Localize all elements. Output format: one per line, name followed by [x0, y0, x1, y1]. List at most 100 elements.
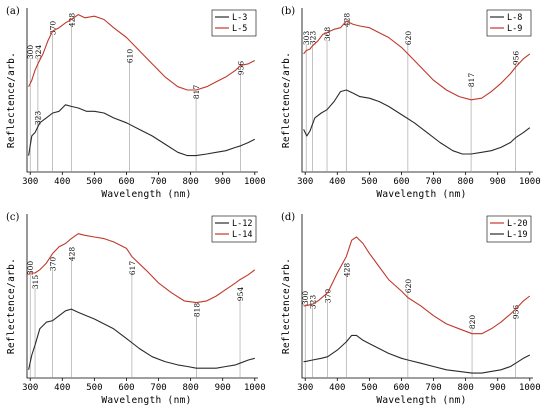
x-tick-label: 1000	[244, 177, 266, 187]
x-tick-label: 800	[182, 383, 198, 393]
x-tick-label: 500	[361, 383, 377, 393]
x-tick-label: 700	[425, 383, 441, 393]
x-tick-label: 800	[182, 177, 198, 187]
annotation-label: 620	[404, 279, 413, 294]
annotation-label: 324	[34, 45, 43, 60]
axes-frame	[26, 8, 258, 173]
x-tick-label: 600	[118, 383, 134, 393]
annotation-label: 323	[309, 31, 318, 46]
x-tick-label: 500	[86, 177, 102, 187]
legend-label: L-8	[507, 13, 522, 23]
annotation-label: 956	[512, 305, 521, 320]
annotation-label: 370	[324, 289, 333, 304]
annotation-label: 315	[31, 275, 40, 290]
x-tick-label: 400	[54, 177, 70, 187]
x-axis-label: Wavelength (nm)	[376, 395, 466, 406]
annotation-label: 610	[126, 49, 135, 64]
series-line	[28, 14, 256, 91]
chart-panel-a: (a) 300 324 370 428 610 817 956 323 300 400 500 600 7…	[0, 0, 275, 205]
legend-label: L-19	[507, 230, 527, 240]
annotation-label: 954	[236, 287, 245, 302]
x-axis-label: Wavelength (nm)	[101, 189, 191, 200]
y-axis-label: Reflectence/arb.	[6, 52, 17, 148]
annotation-label: 428	[67, 247, 76, 262]
series-line	[303, 236, 531, 335]
x-tick-label: 600	[393, 383, 409, 393]
chart-panel-c: (c) 315 300 370 428 617 818 954 300 400 500 600 700 8…	[0, 206, 275, 411]
x-tick-label: 700	[150, 177, 166, 187]
annotation-label: 300	[26, 45, 35, 60]
x-tick-label: 400	[54, 383, 70, 393]
annotation-label: 428	[342, 13, 351, 28]
annotation-label: 303	[302, 31, 311, 46]
series-line	[28, 233, 256, 304]
series-line	[28, 104, 256, 157]
axes-frame	[301, 214, 533, 379]
x-tick-label: 300	[297, 383, 313, 393]
annotation-label: 323	[34, 111, 43, 126]
axes-frame	[301, 8, 533, 173]
annotation-label: 617	[128, 261, 137, 276]
panel-label: (d)	[281, 212, 295, 223]
series-line	[28, 308, 255, 370]
x-tick-label: 600	[393, 177, 409, 187]
annotation-label: 323	[309, 295, 318, 310]
y-axis-label: Reflectence/arb.	[281, 52, 292, 148]
x-tick-label: 500	[86, 383, 102, 393]
y-axis-label: Reflectence/arb.	[281, 258, 292, 354]
x-tick-label: 800	[457, 177, 473, 187]
x-tick-label: 400	[329, 177, 345, 187]
legend-label: L-9	[507, 24, 522, 34]
x-tick-label: 800	[457, 383, 473, 393]
x-tick-label: 700	[425, 177, 441, 187]
legend-label: L-12	[232, 219, 252, 229]
annotation-label: 817	[467, 73, 476, 88]
axes-frame	[26, 214, 258, 379]
chart-panel-d: (d) 300 323 370 428 620 820 956 300 400 500 600 700 8…	[275, 206, 550, 411]
annotation-label: 428	[342, 263, 351, 278]
y-axis-label: Reflectence/arb.	[6, 258, 17, 354]
x-axis-label: Wavelength (nm)	[376, 189, 466, 200]
series-line	[303, 20, 531, 101]
annotation-label: 300	[26, 261, 35, 276]
panel-label: (c)	[6, 212, 20, 223]
series-line	[303, 334, 531, 374]
x-tick-label: 1000	[244, 383, 266, 393]
x-tick-label: 600	[118, 177, 134, 187]
legend-label: L-3	[232, 13, 247, 23]
annotation-label: 817	[192, 85, 201, 100]
x-tick-label: 900	[490, 383, 506, 393]
x-tick-label: 500	[361, 177, 377, 187]
x-tick-label: 1000	[519, 177, 541, 187]
legend-box	[486, 9, 532, 37]
x-tick-label: 300	[22, 383, 38, 393]
panel-label: (b)	[281, 6, 295, 17]
x-tick-label: 900	[215, 177, 231, 187]
annotation-label: 818	[192, 303, 201, 318]
series-line	[303, 89, 531, 155]
annotation-label: 370	[49, 21, 58, 36]
x-tick-label: 300	[22, 177, 38, 187]
chart-panel-b: (b) 303 323 368 428 620 817 956 300 400 500 600 700 8…	[275, 0, 550, 205]
x-tick-label: 300	[297, 177, 313, 187]
annotation-label: 428	[67, 13, 76, 28]
annotation-label: 370	[49, 257, 58, 272]
legend-box	[486, 215, 532, 243]
panel-label: (a)	[6, 6, 20, 17]
legend-box	[211, 215, 257, 243]
x-tick-label: 900	[490, 177, 506, 187]
annotation-label: 820	[468, 315, 477, 330]
legend-label: L-5	[232, 24, 247, 34]
x-axis-label: Wavelength (nm)	[101, 395, 191, 406]
annotation-label: 956	[512, 51, 521, 66]
legend-box	[211, 9, 257, 37]
x-tick-label: 1000	[519, 383, 541, 393]
annotation-label: 300	[301, 291, 310, 306]
legend-label: L-20	[507, 219, 527, 229]
annotation-label: 620	[404, 31, 413, 46]
annotation-label: 956	[237, 61, 246, 76]
